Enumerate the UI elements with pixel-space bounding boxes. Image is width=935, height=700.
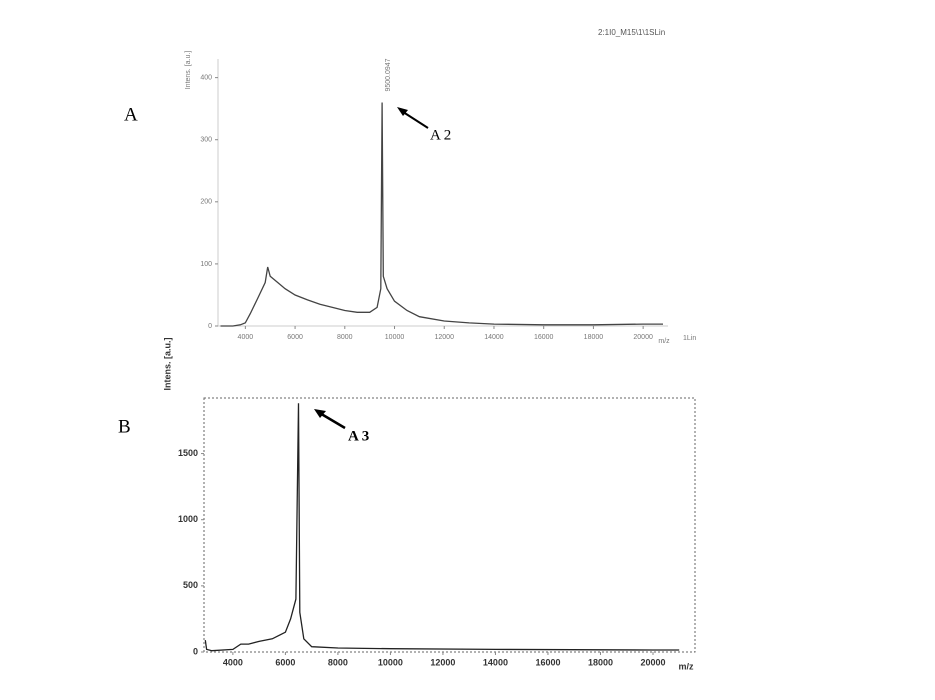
x-tick-label: 8000	[328, 657, 348, 667]
x-tick-label: 20000	[633, 334, 653, 341]
x-tick-label: 20000	[640, 657, 665, 667]
arrow-head	[314, 409, 326, 418]
x-tick-label: 6000	[275, 657, 295, 667]
x-tick-label: 4000	[223, 657, 243, 667]
header: 2:1I0_M15\1\1SLin	[598, 28, 665, 37]
x-tick-label: 10000	[378, 657, 403, 667]
x-tick-label: 18000	[588, 657, 613, 667]
x-tick-label: 4000	[238, 334, 254, 341]
x-tick-label: 18000	[584, 334, 604, 341]
x-tick-label: 14000	[483, 657, 508, 667]
x-axis-suffix: 1Lin	[683, 335, 696, 342]
y-tick-label: 100	[200, 261, 212, 268]
x-tick-label: 14000	[484, 334, 504, 341]
x-tick-label: 16000	[534, 334, 554, 341]
y-tick-label: 300	[200, 137, 212, 144]
spectrum-line	[204, 403, 680, 652]
y-tick-label: 1000	[178, 514, 198, 524]
x-axis-label: m/z	[658, 338, 670, 345]
x-tick-label: 16000	[535, 657, 560, 667]
x-tick-label: 6000	[287, 334, 303, 341]
panel-label: A	[124, 104, 138, 125]
y-tick-label: 200	[200, 199, 212, 206]
x-axis-label: m/z	[678, 661, 694, 671]
y-axis-label: Intens. [a.u.]	[185, 51, 192, 90]
peak-label: 9500.0947	[385, 58, 392, 91]
arrow-label: A 2	[430, 127, 451, 143]
arrow-label: A 3	[348, 428, 369, 444]
y-tick-label: 0	[193, 646, 198, 656]
x-tick-label: 12000	[435, 334, 455, 341]
x-tick-label: 10000	[385, 334, 405, 341]
y-axis-label: Intens. [a.u.]	[162, 337, 172, 390]
spectrum-line	[220, 102, 663, 327]
arrow-head	[397, 107, 408, 116]
y-tick-label: 1500	[178, 448, 198, 458]
panel-label: B	[118, 416, 131, 437]
x-tick-label: 12000	[430, 657, 455, 667]
y-tick-label: 0	[208, 323, 212, 330]
x-tick-label: 8000	[337, 334, 353, 341]
y-tick-label: 500	[183, 580, 198, 590]
y-tick-label: 400	[200, 74, 212, 81]
plot-frame	[203, 397, 696, 653]
